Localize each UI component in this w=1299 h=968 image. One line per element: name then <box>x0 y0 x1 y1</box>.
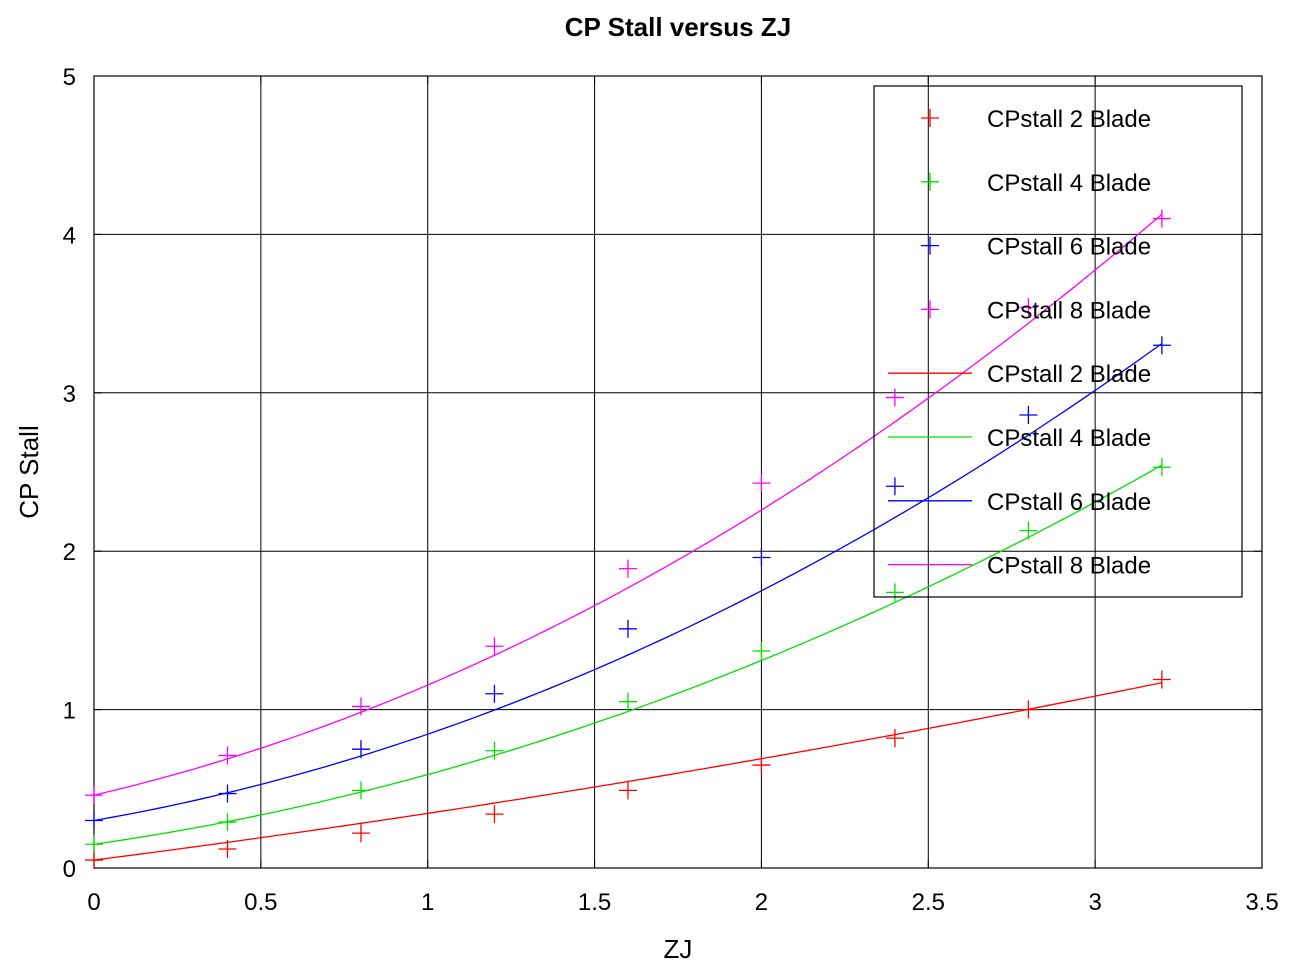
legend-label: CPstall 8 Blade <box>987 553 1151 580</box>
series-2-point <box>752 641 771 660</box>
series-layer <box>85 209 1171 870</box>
series-1-point <box>1019 700 1038 719</box>
series-4-point <box>351 697 370 716</box>
series-4-point <box>485 637 504 656</box>
series-1-point <box>485 805 504 824</box>
legend-marker <box>921 172 939 191</box>
series-2-point <box>1152 458 1171 477</box>
series-1-point <box>85 851 103 870</box>
y-tick-label: 0 <box>63 856 76 883</box>
series-line-4 <box>93 213 1163 796</box>
x-tick-label: 0 <box>87 889 100 916</box>
series-2-point <box>885 583 904 602</box>
legend-label: CPstall 6 Blade <box>987 234 1151 261</box>
x-tick-label: 0.5 <box>244 889 277 916</box>
y-tick-label: 3 <box>63 381 76 408</box>
legend-marker <box>921 109 939 127</box>
chart-title: CP Stall versus ZJ <box>565 12 791 42</box>
series-3-point <box>1019 405 1038 424</box>
series-4-point <box>1152 209 1171 228</box>
series-1-point <box>885 729 904 748</box>
series-3-point <box>885 477 904 496</box>
x-tick-label: 2 <box>755 889 768 916</box>
series-4-point <box>885 388 904 407</box>
y-tick-label: 2 <box>63 539 76 566</box>
x-tick-label: 1 <box>421 889 434 916</box>
x-tick-label: 2.5 <box>912 889 945 916</box>
series-1-point <box>218 839 237 858</box>
legend-marker <box>921 236 939 255</box>
x-tick-label: 1.5 <box>578 889 611 916</box>
series-3-point <box>85 811 103 830</box>
legend-label: CPstall 8 Blade <box>987 297 1151 324</box>
legend-label: CPstall 4 Blade <box>987 425 1151 452</box>
series-4-point <box>218 746 237 765</box>
series-4-point <box>85 786 103 805</box>
series-1-point <box>618 781 637 800</box>
series-3-point <box>752 548 771 567</box>
x-tick-label: 3.5 <box>1245 889 1278 916</box>
series-3-point <box>618 619 637 638</box>
series-1-point <box>1152 670 1171 689</box>
y-tick-label: 5 <box>63 64 76 91</box>
legend-label: CPstall 2 Blade <box>987 106 1151 133</box>
series-1-point <box>351 824 370 843</box>
axis-ticks: 0 0.5 1 1.5 2 2.5 3 3.5 0 1 2 3 4 5 <box>63 64 1279 916</box>
y-axis-label: CP Stall <box>14 425 44 518</box>
series-line-2 <box>93 464 1163 845</box>
y-tick-label: 4 <box>63 222 76 249</box>
plot-frame <box>93 75 1263 869</box>
grid <box>94 76 1262 868</box>
series-4-point <box>1019 298 1038 317</box>
series-line-3 <box>93 342 1163 822</box>
series-2-point <box>485 741 504 760</box>
series-2-point <box>218 813 237 832</box>
x-tick-label: 3 <box>1088 889 1101 916</box>
legend-label: CPstall 6 Blade <box>987 489 1151 516</box>
legend-box <box>873 85 1243 598</box>
series-2-point <box>618 692 637 711</box>
series-3-point <box>485 684 504 703</box>
series-2-point <box>1019 521 1038 540</box>
series-4-point <box>752 474 771 493</box>
series-2-point <box>85 835 103 854</box>
y-tick-label: 1 <box>63 698 76 725</box>
series-3-point <box>351 740 370 759</box>
legend-label: CPstall 4 Blade <box>987 170 1151 197</box>
legend: CPstall 2 Blade CPstall 4 Blade CPstall 6 … <box>873 85 1243 598</box>
series-2-point <box>351 781 370 800</box>
series-4-point <box>618 559 637 578</box>
series-3-point <box>218 784 237 803</box>
legend-label: CPstall 2 Blade <box>987 361 1151 388</box>
x-axis-label: ZJ <box>664 934 693 964</box>
series-3-point <box>1152 336 1171 355</box>
legend-marker <box>921 300 939 319</box>
series-1-point <box>752 756 771 775</box>
